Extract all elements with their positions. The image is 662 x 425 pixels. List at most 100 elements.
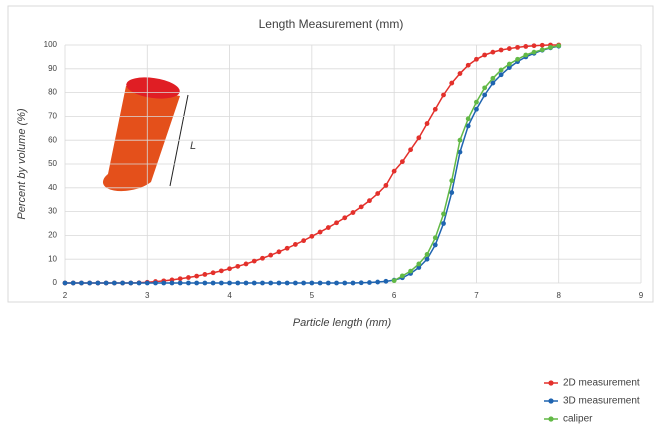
y-tick-label: 70 xyxy=(48,112,57,121)
data-point xyxy=(441,221,446,226)
data-point xyxy=(539,42,545,48)
data-point xyxy=(136,280,142,286)
data-point xyxy=(490,49,496,55)
data-point xyxy=(202,280,208,286)
data-point xyxy=(342,215,348,221)
data-point xyxy=(177,276,183,282)
data-point xyxy=(498,72,504,78)
data-point xyxy=(457,137,463,143)
data-point xyxy=(317,229,323,235)
data-point xyxy=(144,280,150,286)
y-tick-label: 10 xyxy=(48,254,57,263)
data-point xyxy=(227,266,232,272)
data-point xyxy=(276,280,282,286)
data-point xyxy=(309,280,315,286)
data-point xyxy=(128,280,134,286)
data-point xyxy=(432,242,438,248)
data-point xyxy=(482,52,488,58)
data-point xyxy=(548,44,553,50)
data-point xyxy=(301,238,307,244)
data-point xyxy=(556,43,562,49)
data-point xyxy=(457,149,463,155)
data-point xyxy=(169,280,175,286)
data-point xyxy=(515,56,520,62)
data-point xyxy=(474,99,479,105)
data-point xyxy=(465,62,471,68)
data-point xyxy=(490,75,496,81)
data-point xyxy=(235,263,241,269)
data-point xyxy=(474,106,479,112)
x-tick-label: 2 xyxy=(63,291,68,300)
data-point xyxy=(309,233,315,239)
data-point xyxy=(317,280,323,286)
data-point xyxy=(103,280,109,286)
data-point xyxy=(251,258,257,264)
data-point xyxy=(432,106,438,112)
data-point xyxy=(177,280,183,286)
data-point xyxy=(62,280,68,286)
data-point xyxy=(342,280,348,286)
data-point xyxy=(284,280,290,286)
data-point xyxy=(424,256,430,262)
x-tick-label: 5 xyxy=(310,291,315,300)
data-point xyxy=(87,280,93,286)
legend-label: 3D measurement xyxy=(563,396,640,407)
data-point xyxy=(186,280,191,286)
data-point xyxy=(268,280,274,286)
x-tick-label: 9 xyxy=(639,291,644,300)
data-point xyxy=(416,135,422,141)
data-point xyxy=(260,280,265,286)
data-point xyxy=(350,210,356,215)
data-point xyxy=(498,67,504,73)
data-point xyxy=(441,92,446,98)
data-point xyxy=(539,47,545,53)
legend-swatch xyxy=(548,398,554,404)
data-point xyxy=(260,255,265,261)
legend-swatch xyxy=(548,380,554,386)
data-point xyxy=(243,261,249,267)
data-point xyxy=(358,204,364,210)
data-point xyxy=(531,49,537,55)
chart-title: Length Measurement (mm) xyxy=(259,17,404,31)
y-tick-label: 80 xyxy=(48,88,57,97)
data-point xyxy=(350,280,356,286)
y-tick-label: 40 xyxy=(48,183,57,192)
data-point xyxy=(375,191,381,196)
y-tick-label: 90 xyxy=(48,64,57,73)
data-point xyxy=(367,280,372,285)
data-point xyxy=(268,252,274,258)
data-point xyxy=(383,278,389,284)
data-point xyxy=(523,44,529,49)
data-point xyxy=(276,249,282,255)
data-point xyxy=(325,280,331,286)
data-point xyxy=(482,92,488,98)
data-point xyxy=(490,80,496,86)
data-point xyxy=(391,278,397,284)
data-point xyxy=(293,242,298,247)
x-axis-label: Particle length (mm) xyxy=(293,317,392,329)
data-point xyxy=(120,280,125,286)
y-tick-label: 100 xyxy=(44,40,58,49)
data-point xyxy=(432,235,438,241)
data-point xyxy=(284,245,290,251)
data-point xyxy=(399,159,405,165)
data-point xyxy=(482,85,488,91)
data-point xyxy=(367,198,372,204)
data-point xyxy=(235,280,241,286)
data-point xyxy=(301,280,307,286)
chart-border xyxy=(7,5,654,303)
data-point xyxy=(515,44,520,50)
data-point xyxy=(399,273,405,279)
x-tick-label: 8 xyxy=(556,291,561,300)
data-point xyxy=(70,280,76,286)
data-point xyxy=(358,280,364,286)
data-point xyxy=(95,280,101,286)
x-tick-label: 3 xyxy=(145,291,150,300)
data-point xyxy=(111,280,117,286)
data-point xyxy=(161,280,167,286)
data-point xyxy=(408,147,413,153)
data-point xyxy=(243,280,249,286)
cylinder-illustration: L xyxy=(102,77,196,192)
data-point xyxy=(465,116,471,122)
data-point xyxy=(334,220,339,226)
